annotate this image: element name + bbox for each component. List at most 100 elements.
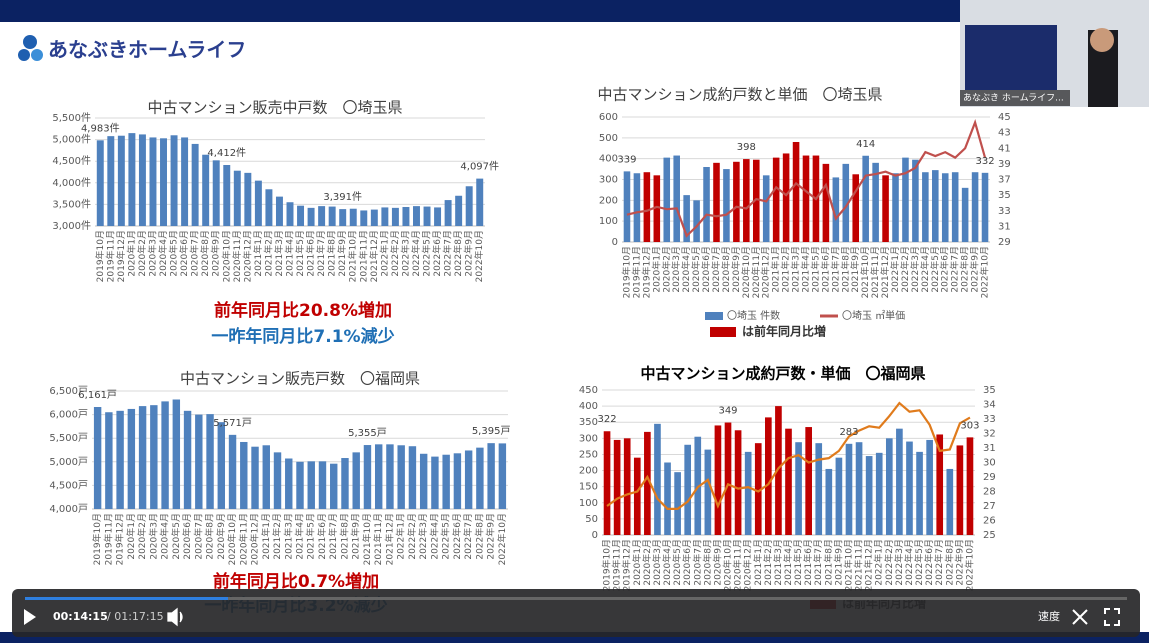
x-tick-label: 2020年7月 — [710, 246, 722, 293]
bar — [613, 439, 621, 535]
webcam-caption-bg — [960, 90, 1070, 106]
x-tick-label: 2022年1月 — [889, 246, 901, 293]
bar — [223, 165, 231, 226]
x-tick-label: 2021年11月 — [357, 230, 369, 282]
x-tick-label: 2021年1月 — [752, 539, 764, 586]
x-tick-label: 2021年11月 — [853, 539, 865, 591]
x-tick-label: 2021年6月 — [316, 513, 328, 560]
x-tick-label: 2019年11月 — [630, 246, 642, 298]
y2-tick-label: 25 — [983, 530, 996, 541]
x-tick-label: 2021年6月 — [305, 230, 317, 277]
data-label: 4,412件 — [207, 147, 246, 159]
bar — [981, 172, 989, 242]
x-tick-label: 2022年2月 — [899, 246, 911, 293]
bar — [206, 414, 214, 509]
bar — [402, 206, 410, 226]
x-tick-label: 2022年7月 — [933, 539, 945, 586]
bar — [419, 453, 428, 509]
bar — [875, 452, 883, 535]
x-tick-label: 2022年6月 — [939, 246, 951, 293]
x-tick-label: 2022年10月 — [979, 246, 991, 298]
x-tick-label: 2020年2月 — [660, 246, 672, 293]
bar — [743, 159, 750, 242]
bar — [352, 452, 360, 509]
bar — [318, 461, 327, 509]
bar — [772, 157, 780, 242]
bar — [795, 442, 802, 535]
data-label: 5,355戸 — [348, 427, 387, 439]
data-label: 332 — [975, 156, 994, 167]
x-tick-label: 2022年1月 — [378, 230, 390, 277]
y2-tick-label: 27 — [983, 501, 996, 512]
x-tick-label: 2021年2月 — [271, 513, 283, 560]
y2-tick-label: 43 — [998, 128, 1011, 139]
bar — [644, 431, 651, 535]
y2-tick-label: 34 — [983, 400, 996, 411]
webcam-screen — [965, 25, 1057, 90]
y-tick-label: 100 — [579, 498, 598, 509]
data-label: 4,097件 — [460, 161, 499, 173]
bar — [835, 457, 843, 535]
y2-tick-label: 28 — [983, 487, 996, 498]
x-tick-label: 2020年8月 — [720, 246, 732, 293]
x-tick-label: 2021年10月 — [361, 513, 373, 565]
x-tick-label: 2021年11月 — [869, 246, 881, 298]
y-tick-label: 5,500戸 — [49, 432, 88, 444]
y-tick-label: 6,000戸 — [49, 409, 88, 421]
bar — [217, 422, 226, 509]
y-tick-label: 300 — [599, 175, 618, 186]
y-tick-label: 0 — [592, 530, 598, 541]
bar — [105, 412, 113, 509]
bar — [832, 177, 840, 242]
x-tick-label: 2022年9月 — [485, 513, 497, 560]
bar — [183, 410, 192, 509]
bar — [936, 434, 944, 535]
x-tick-label: 2020年8月 — [199, 230, 211, 277]
bar — [885, 438, 893, 535]
data-label: 6,161戸 — [78, 389, 117, 401]
y-tick-label: 5,000戸 — [49, 456, 88, 468]
x-tick-label: 2021年10月 — [842, 539, 854, 591]
y2-tick-label: 32 — [983, 429, 996, 440]
x-tick-label: 2020年8月 — [204, 513, 216, 560]
bar — [228, 434, 237, 509]
logo-mark — [18, 35, 43, 61]
y-tick-label: 100 — [599, 216, 618, 227]
annotation: 前年同月比20.8%増加 — [214, 300, 392, 321]
bar — [916, 451, 923, 535]
x-tick-label: 2021年1月 — [252, 230, 264, 277]
bar — [623, 438, 631, 535]
bar — [360, 210, 368, 226]
y-tick-label: 3,500件 — [52, 198, 91, 210]
bar — [96, 140, 104, 226]
x-tick-label: 2021年6月 — [819, 246, 831, 293]
chart-title: 中古マンション成約戸数・単価 〇福岡県 — [640, 365, 925, 383]
bar — [244, 172, 252, 226]
x-tick-label: 2020年6月 — [181, 513, 193, 560]
bar — [693, 200, 700, 242]
x-tick-label: 2021年8月 — [839, 246, 851, 293]
bar — [664, 462, 671, 535]
y-tick-label: 450 — [579, 385, 598, 396]
y-tick-label: 5,500件 — [52, 112, 91, 124]
bar — [464, 450, 473, 509]
bar — [792, 142, 800, 242]
data-label: 303 — [960, 420, 979, 431]
x-tick-label: 2021年7月 — [315, 230, 327, 277]
y-tick-label: 6,500戸 — [49, 385, 88, 397]
x-tick-label: 2021年12月 — [368, 230, 380, 282]
x-tick-label: 2022年3月 — [893, 539, 905, 586]
bar — [882, 175, 889, 242]
x-tick-label: 2021年12月 — [879, 246, 891, 298]
data-label: 3,391件 — [323, 191, 362, 203]
bar — [285, 458, 293, 509]
y-tick-label: 500 — [599, 133, 618, 144]
bar — [932, 170, 939, 242]
bar — [262, 445, 270, 509]
bar — [181, 137, 189, 226]
bar — [191, 143, 199, 226]
x-tick-label: 2019年12月 — [640, 246, 652, 298]
x-tick-label: 2020年10月 — [226, 513, 238, 565]
